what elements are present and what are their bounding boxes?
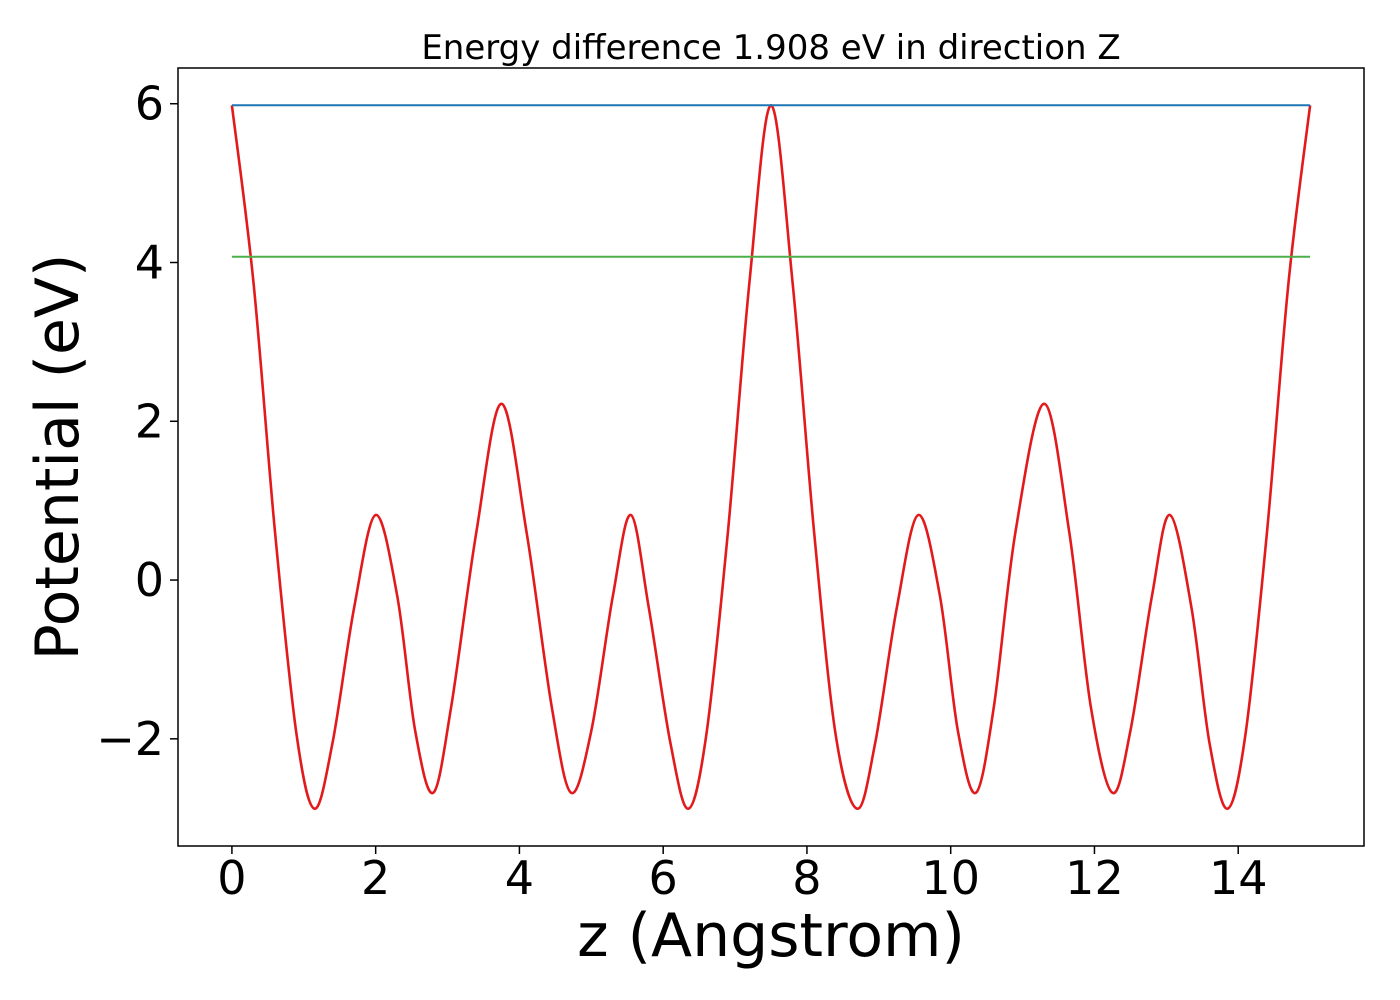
y-axis-label: Potential (eV) xyxy=(23,254,93,661)
y-tick-label: 0 xyxy=(135,553,164,607)
x-axis-label: z (Angstrom) xyxy=(577,901,965,971)
y-tick-label: −2 xyxy=(96,712,164,766)
plot-lines xyxy=(230,104,1312,810)
x-tick-label: 6 xyxy=(649,851,678,905)
series-line-1 xyxy=(230,104,1312,810)
chart-title: Energy difference 1.908 eV in direction … xyxy=(421,28,1120,68)
x-tick-label: 10 xyxy=(921,851,980,905)
x-axis-ticks: 0 2 4 6 8 10 12 14 xyxy=(217,846,1267,905)
y-tick-label: 4 xyxy=(135,236,164,290)
y-axis-ticks: −2 0 2 4 6 xyxy=(96,77,178,766)
x-tick-label: 0 xyxy=(217,851,246,905)
x-tick-label: 4 xyxy=(505,851,534,905)
x-tick-label: 14 xyxy=(1209,851,1268,905)
x-tick-label: 12 xyxy=(1065,851,1124,905)
y-tick-label: 6 xyxy=(135,77,164,131)
y-tick-label: 2 xyxy=(135,394,164,448)
plot-frame xyxy=(177,67,1365,847)
x-tick-label: 2 xyxy=(361,851,390,905)
x-tick-label: 8 xyxy=(792,851,821,905)
